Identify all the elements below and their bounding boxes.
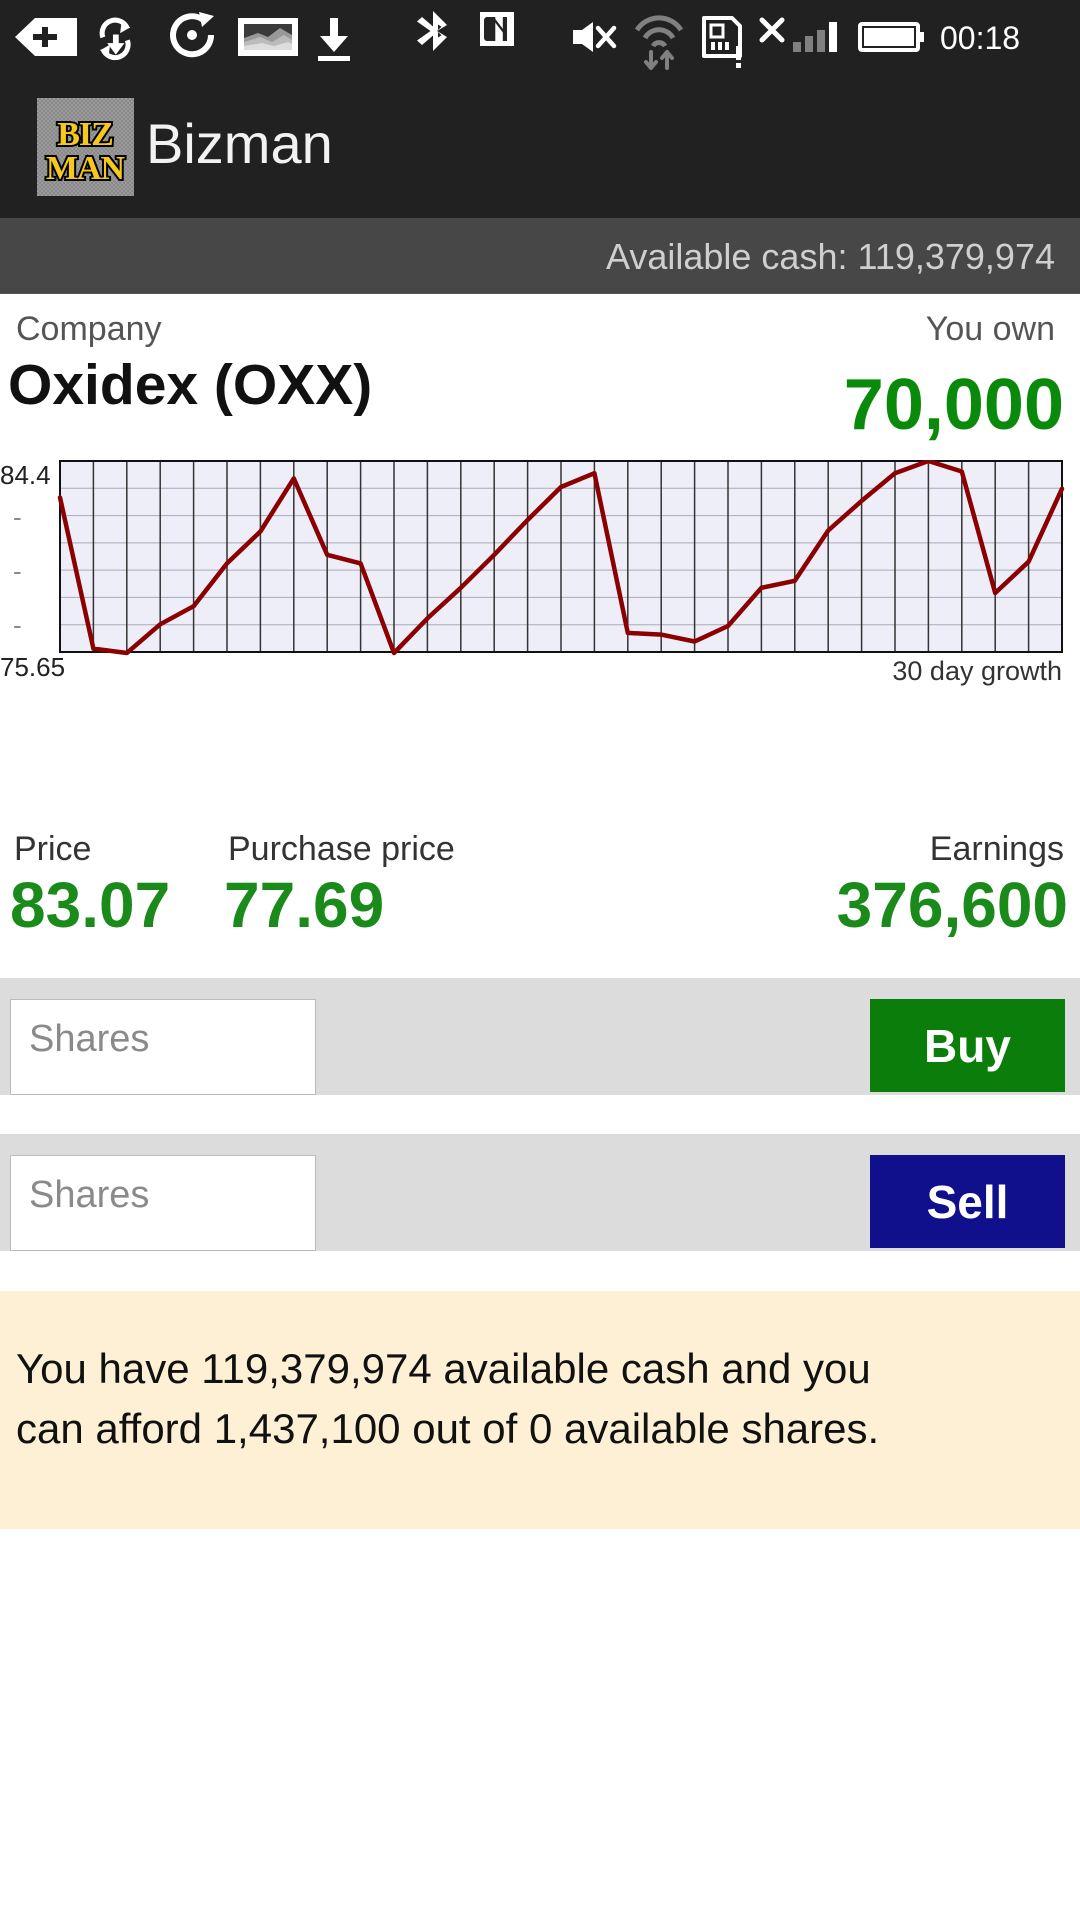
svg-text:MAN: MAN [46,150,126,187]
svg-text:BIZ: BIZ [57,116,113,153]
